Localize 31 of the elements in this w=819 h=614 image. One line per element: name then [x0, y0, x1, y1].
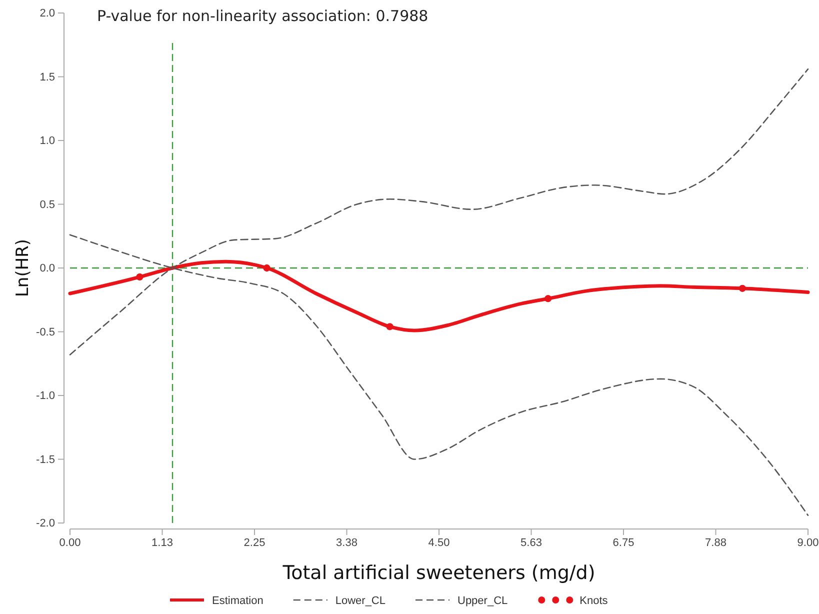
point [136, 273, 144, 280]
y-tick-label: -0.5 [36, 326, 55, 338]
chart-title: P-value for non-linearity association: 0.7988 [97, 7, 428, 25]
y-tick-label: 0.5 [40, 198, 55, 211]
y-tick-label: -1.0 [36, 390, 55, 402]
y-tick-label: 2.0 [40, 8, 55, 20]
point [263, 264, 270, 272]
x-tick-label: 2.25 [244, 536, 266, 549]
x-tick-label: 9.00 [797, 536, 819, 549]
legend-label: Lower_CL [335, 595, 386, 607]
x-tick-label: 7.88 [705, 536, 726, 549]
legend-label: Upper_CL [458, 595, 508, 607]
y-tick-label: 1.5 [40, 71, 55, 84]
x-tick-label: 0.00 [59, 536, 81, 549]
point [544, 295, 552, 302]
x-axis-title: Total artificial sweeteners (mg/d) [282, 562, 596, 584]
legend-label: Knots [580, 595, 608, 607]
x-tick-label: 3.38 [336, 536, 358, 549]
y-tick-label: 0.0 [40, 262, 55, 275]
x-tick-label: 4.50 [428, 536, 450, 549]
x-tick-label: 6.75 [612, 536, 634, 549]
x-tick-label: 5.63 [520, 536, 542, 549]
y-axis-title: Ln(HR) [13, 238, 33, 298]
y-tick-label: 1.0 [40, 135, 55, 148]
line-series [68, 260, 810, 332]
x-tick-label: 1.13 [152, 536, 173, 549]
y-tick-label: -2.0 [36, 518, 55, 530]
point [386, 323, 394, 330]
point [738, 284, 746, 292]
legend-label: Estimation [212, 595, 264, 607]
y-tick-label: -1.5 [36, 454, 55, 466]
